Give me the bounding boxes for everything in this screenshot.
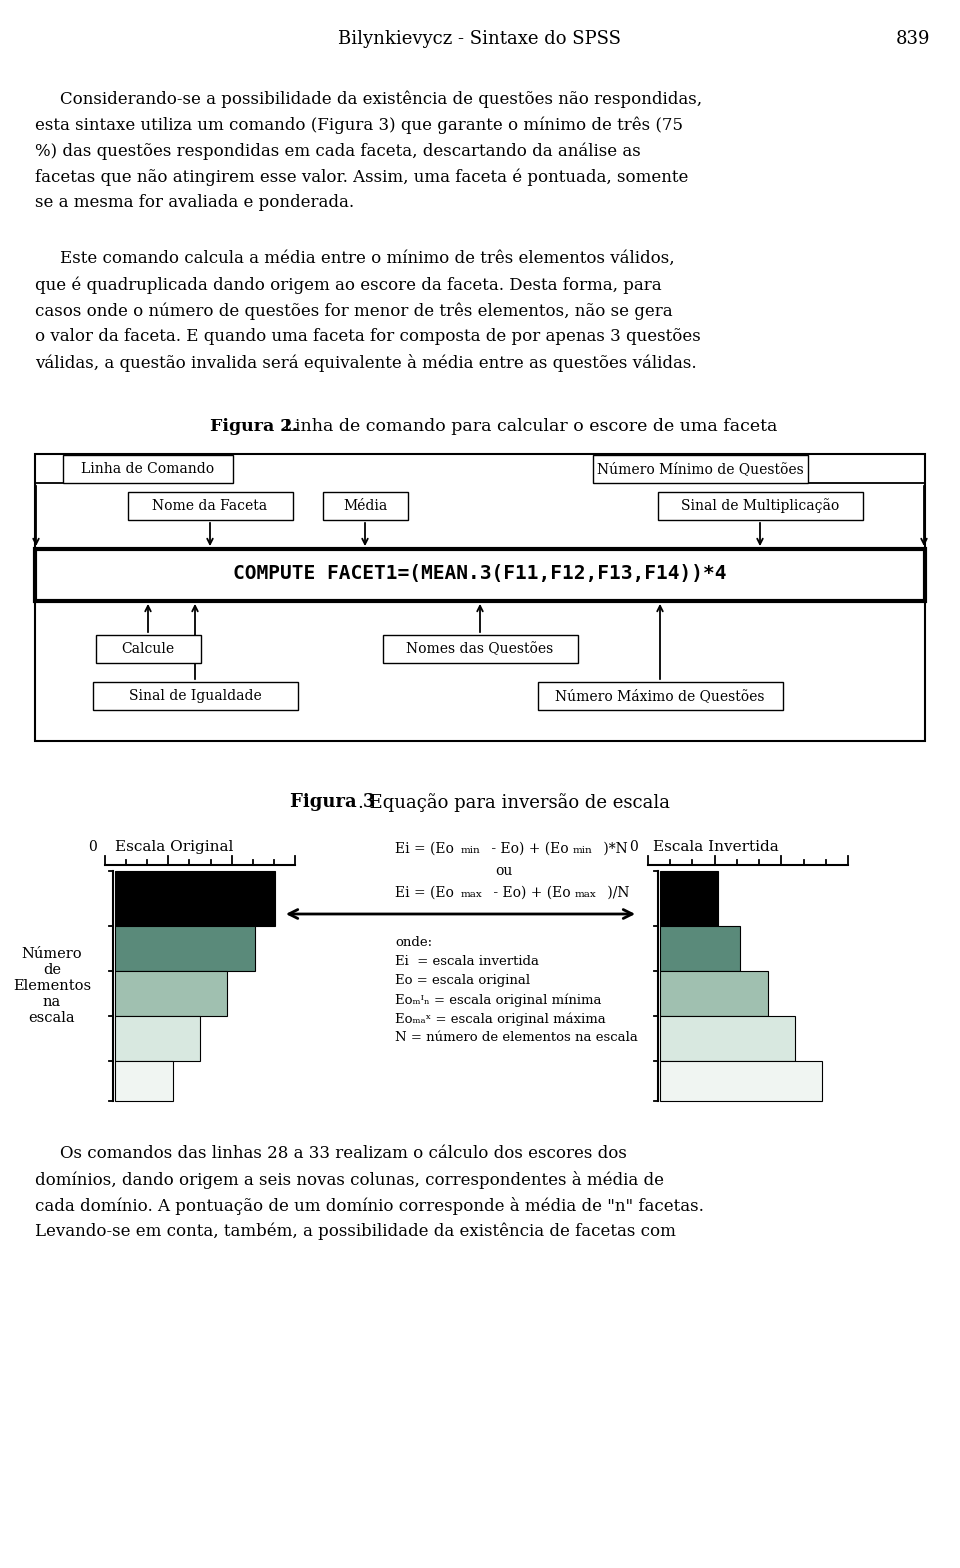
Text: Nome da Faceta: Nome da Faceta [153,499,268,513]
Text: facetas que não atingirem esse valor. Assim, uma faceta é pontuada, somente: facetas que não atingirem esse valor. As… [35,168,688,185]
Text: Ei = (Eo: Ei = (Eo [395,886,454,900]
Text: Eoₘᴵₙ = escala original mínima: Eoₘᴵₙ = escala original mínima [395,993,602,1007]
Text: Eo = escala original: Eo = escala original [395,974,530,986]
Text: Linha de Comando: Linha de Comando [82,463,215,477]
Text: Levando-se em conta, também, a possibilidade da existência de facetas com: Levando-se em conta, também, a possibili… [35,1223,676,1240]
Text: Este comando calcula a média entre o mínimo de três elementos válidos,: Este comando calcula a média entre o mín… [60,249,675,267]
Text: 839: 839 [896,30,930,49]
Text: Considerando-se a possibilidade da existência de questões não respondidas,: Considerando-se a possibilidade da exist… [60,89,702,108]
Text: Figura 3: Figura 3 [290,793,375,811]
Bar [660,1016,795,1062]
Bar [35,549,925,601]
Text: Linha de comando para calcular o escore de uma faceta: Linha de comando para calcular o escore … [278,419,778,434]
Text: min: min [573,847,592,855]
Text: domínios, dando origem a seis novas colunas, correspondentes à média de: domínios, dando origem a seis novas colu… [35,1171,664,1189]
Bar [592,455,807,483]
Text: casos onde o número de questões for menor de três elementos, não se gera: casos onde o número de questões for meno… [35,303,673,320]
Text: max: max [575,891,597,898]
Text: ou: ou [495,864,513,878]
Bar [115,927,255,971]
Text: válidas, a questão invalida será equivalente à média entre as questões válidas.: válidas, a questão invalida será equival… [35,354,697,372]
Bar [115,1016,200,1062]
Bar [323,492,407,521]
Text: Número Máximo de Questões: Número Máximo de Questões [555,688,765,702]
Text: se a mesma for avaliada e ponderada.: se a mesma for avaliada e ponderada. [35,194,354,212]
Bar [92,682,298,710]
Bar [660,927,740,971]
Text: 0: 0 [88,840,97,855]
Text: - Eo) + (Eo: - Eo) + (Eo [489,886,570,900]
Bar [660,870,718,927]
Bar [115,1062,173,1101]
Text: COMPUTE FACET1=(MEAN.3(F11,F12,F13,F14))*4: COMPUTE FACET1=(MEAN.3(F11,F12,F13,F14))… [233,563,727,582]
Text: onde:: onde: [395,936,432,949]
Text: Número
de
Elementos
na
escala: Número de Elementos na escala [12,947,91,1025]
Bar [95,635,201,663]
Bar [660,971,768,1016]
Text: Escala Original: Escala Original [115,840,233,855]
Bar [115,870,275,927]
Text: 0: 0 [629,840,638,855]
Text: max: max [461,891,483,898]
Text: Bilynkievycz - Sintaxe do SPSS: Bilynkievycz - Sintaxe do SPSS [339,30,621,49]
Text: . Equação para inversão de escala: . Equação para inversão de escala [358,793,670,812]
Text: %) das questões respondidas em cada faceta, descartando da análise as: %) das questões respondidas em cada face… [35,143,640,160]
Text: Calcule: Calcule [121,641,175,655]
Text: Número Mínimo de Questões: Número Mínimo de Questões [596,463,804,477]
Bar [538,682,782,710]
Bar [382,635,578,663]
Text: Escala Invertida: Escala Invertida [653,840,779,855]
Text: Ei  = escala invertida: Ei = escala invertida [395,955,539,967]
Text: Eoₘₐˣ = escala original máxima: Eoₘₐˣ = escala original máxima [395,1011,606,1025]
Text: Nomes das Questões: Nomes das Questões [406,641,554,655]
Bar [658,492,862,521]
Text: )*N: )*N [599,842,628,856]
Text: )/N: )/N [603,886,630,900]
Text: min: min [461,847,481,855]
Text: Média: Média [343,499,387,513]
Text: que é quadruplicada dando origem ao escore da faceta. Desta forma, para: que é quadruplicada dando origem ao esco… [35,276,661,293]
Text: Sinal de Igualdade: Sinal de Igualdade [129,688,261,702]
Bar [128,492,293,521]
Text: N = número de elementos na escala: N = número de elementos na escala [395,1032,637,1044]
Text: cada domínio. A pontuação de um domínio corresponde à média de "n" facetas.: cada domínio. A pontuação de um domínio … [35,1196,704,1215]
Text: Ei = (Eo: Ei = (Eo [395,842,454,856]
Bar [660,1062,822,1101]
Text: o valor da faceta. E quando uma faceta for composta de por apenas 3 questões: o valor da faceta. E quando uma faceta f… [35,328,701,345]
Bar [115,971,227,1016]
Text: - Eo) + (Eo: - Eo) + (Eo [487,842,568,856]
Text: Os comandos das linhas 28 a 33 realizam o cálculo dos escores dos: Os comandos das linhas 28 a 33 realizam … [60,1145,627,1162]
Bar [35,455,925,742]
Bar [63,455,233,483]
Text: esta sintaxe utiliza um comando (Figura 3) que garante o mínimo de três (75: esta sintaxe utiliza um comando (Figura … [35,116,683,133]
Text: Sinal de Multiplicação: Sinal de Multiplicação [681,499,839,513]
Text: Figura 2.: Figura 2. [210,419,299,434]
